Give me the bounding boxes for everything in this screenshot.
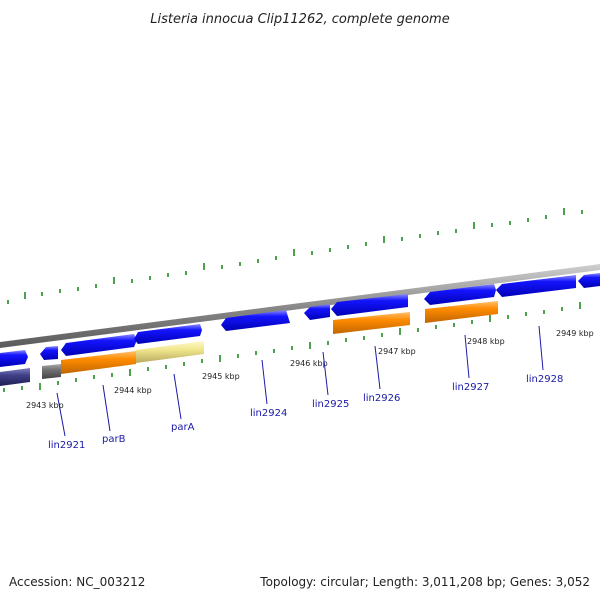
kbp-label: 2945 kbp <box>202 372 240 381</box>
gene-arrow[interactable] <box>578 273 600 288</box>
topology-label: Topology: <box>260 575 317 589</box>
gene-label-parA[interactable]: parA <box>171 422 195 433</box>
gene-label-parB[interactable]: parB <box>102 434 126 445</box>
gene-label-lin2927[interactable]: lin2927 <box>452 382 489 393</box>
kbp-label: 2943 kbp <box>26 401 64 410</box>
map-title: Listeria innocua Clip11262, complete gen… <box>150 12 449 27</box>
accession-label: Accession: <box>9 575 73 589</box>
kbp-label: 2946 kbp <box>290 359 328 368</box>
leader-line <box>464 334 470 379</box>
leader-line <box>102 384 111 432</box>
genes-label: Genes: <box>509 575 552 589</box>
forward-strand-ticks <box>7 208 583 304</box>
genes-value: 3,052 <box>555 575 590 589</box>
leader-line <box>538 325 544 371</box>
genome-stats: Topology: circular; Length: 3,011,208 bp… <box>260 575 590 589</box>
gene-block[interactable] <box>333 312 410 334</box>
topology-value: circular <box>320 575 365 589</box>
gene-block[interactable] <box>136 341 204 363</box>
gene-arrow[interactable] <box>0 350 28 367</box>
gene-label-lin2926[interactable]: lin2926 <box>363 393 400 404</box>
gene-label-lin2924[interactable]: lin2924 <box>250 408 287 419</box>
gene-arrow[interactable] <box>424 284 496 305</box>
backbone-track <box>0 264 600 348</box>
kbp-label: 2948 kbp <box>467 337 505 346</box>
gene-arrow[interactable] <box>221 310 290 331</box>
gene-label-lin2921[interactable]: lin2921 <box>48 440 85 451</box>
gene-arrow[interactable] <box>331 294 408 316</box>
kbp-label: 2947 kbp <box>378 347 416 356</box>
accession-info: Accession: NC_003212 <box>9 575 145 589</box>
sequence-backbone <box>0 264 600 348</box>
reverse-genes <box>0 301 498 386</box>
gene-label-lin2928[interactable]: lin2928 <box>526 374 563 385</box>
gene-block[interactable] <box>0 368 30 386</box>
gene-arrow[interactable] <box>40 346 58 360</box>
kbp-labels: 2943 kbp 2944 kbp 2945 kbp 2946 kbp 2947… <box>26 329 594 410</box>
leader-line <box>56 392 66 437</box>
gene-label-leaders <box>56 325 544 437</box>
gene-arrow[interactable] <box>134 324 202 344</box>
leader-line <box>322 351 329 396</box>
gene-arrow[interactable] <box>61 334 137 356</box>
reverse-strand-ticks <box>3 302 581 392</box>
leader-line <box>261 359 268 405</box>
gene-label-lin2925[interactable]: lin2925 <box>312 399 349 410</box>
gene-arrow[interactable] <box>304 304 330 320</box>
length-value: 3,011,208 bp <box>421 575 502 589</box>
gene-arrow[interactable] <box>496 275 576 297</box>
leader-line <box>374 345 381 390</box>
length-label: Length: <box>372 575 419 589</box>
accession-value: NC_003212 <box>76 575 146 589</box>
gene-labels: lin2921 parB parA lin2924 lin2925 lin292… <box>48 374 563 451</box>
gene-block[interactable] <box>42 364 61 379</box>
kbp-label: 2949 kbp <box>556 329 594 338</box>
leader-line <box>173 373 182 420</box>
forward-genes <box>0 273 600 367</box>
gene-block[interactable] <box>425 301 498 323</box>
gene-block[interactable] <box>61 351 136 374</box>
kbp-label: 2944 kbp <box>114 386 152 395</box>
